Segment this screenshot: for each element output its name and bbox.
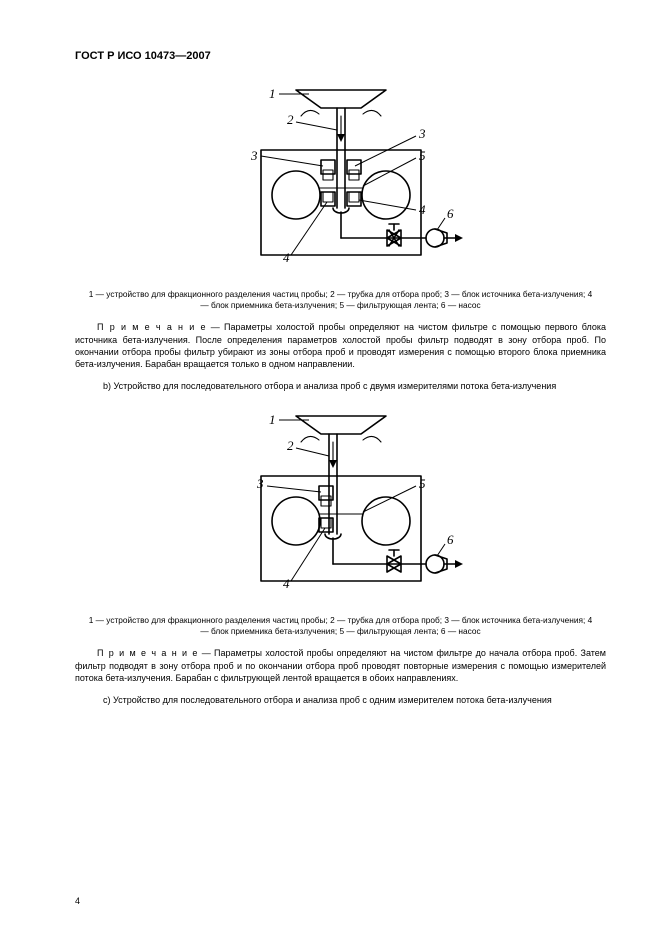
note-c-label: П р и м е ч а н и е bbox=[97, 648, 198, 658]
caption-b: b) Устройство для последовательного отбо… bbox=[75, 380, 606, 392]
svg-text:2: 2 bbox=[287, 438, 294, 453]
legend-b: 1 — устройство для фракционного разделен… bbox=[85, 289, 596, 311]
svg-text:4: 4 bbox=[283, 250, 290, 265]
svg-text:3: 3 bbox=[250, 148, 258, 163]
svg-text:6: 6 bbox=[447, 206, 454, 221]
diagram-c: 1 2 3 5 4 6 bbox=[201, 406, 481, 601]
svg-text:3: 3 bbox=[256, 476, 264, 491]
svg-text:3: 3 bbox=[418, 126, 426, 141]
note-c: П р и м е ч а н и е — Параметры холостой… bbox=[75, 647, 606, 683]
diagram-c-container: 1 2 3 5 4 6 bbox=[75, 406, 606, 601]
svg-text:4: 4 bbox=[419, 202, 426, 217]
caption-c: c) Устройство для последовательного отбо… bbox=[75, 694, 606, 706]
svg-text:1: 1 bbox=[269, 86, 276, 101]
note-b: П р и м е ч а н и е — Параметры холостой… bbox=[75, 321, 606, 370]
svg-text:2: 2 bbox=[287, 112, 294, 127]
svg-text:4: 4 bbox=[283, 576, 290, 591]
diagram-b: 1 2 3 3 5 4 4 6 bbox=[201, 80, 481, 275]
page: ГОСТ Р ИСО 10473—2007 bbox=[0, 0, 661, 936]
svg-text:5: 5 bbox=[419, 476, 426, 491]
svg-text:5: 5 bbox=[419, 148, 426, 163]
legend-c: 1 — устройство для фракционного разделен… bbox=[85, 615, 596, 637]
diagram-b-container: 1 2 3 3 5 4 4 6 bbox=[75, 80, 606, 275]
svg-text:1: 1 bbox=[269, 412, 276, 427]
page-number: 4 bbox=[75, 896, 80, 906]
doc-header: ГОСТ Р ИСО 10473—2007 bbox=[75, 50, 606, 62]
svg-text:6: 6 bbox=[447, 532, 454, 547]
note-b-label: П р и м е ч а н и е bbox=[97, 322, 207, 332]
